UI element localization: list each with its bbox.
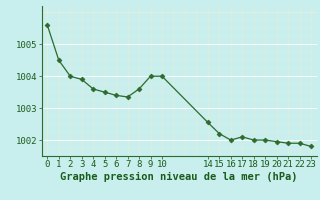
X-axis label: Graphe pression niveau de la mer (hPa): Graphe pression niveau de la mer (hPa): [60, 172, 298, 182]
